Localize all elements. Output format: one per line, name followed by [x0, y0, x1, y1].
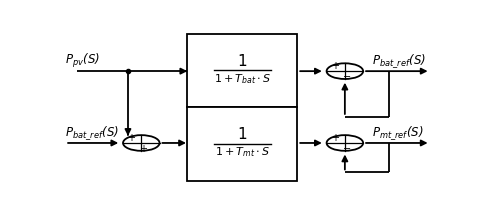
Text: −: −	[343, 144, 351, 154]
Text: +: +	[331, 132, 339, 143]
Text: +: +	[127, 132, 135, 143]
Text: −: −	[343, 72, 351, 82]
Bar	[187, 107, 298, 181]
Text: P$_{mt\_ref}$(S): P$_{mt\_ref}$(S)	[372, 124, 423, 142]
Bar	[187, 34, 298, 107]
Text: P$_{bat\_ref}$(S): P$_{bat\_ref}$(S)	[372, 53, 425, 70]
Text: $1$: $1$	[237, 53, 247, 69]
Text: +: +	[331, 61, 339, 71]
Text: P$_{bat\_ref}$(S): P$_{bat\_ref}$(S)	[65, 124, 119, 142]
Text: P$_{pv}$(S): P$_{pv}$(S)	[65, 52, 100, 70]
Text: $1+T_{bat}\cdot S$: $1+T_{bat}\cdot S$	[214, 72, 271, 86]
Text: $1+T_{mt}\cdot S$: $1+T_{mt}\cdot S$	[215, 145, 270, 159]
Text: +: +	[139, 144, 147, 154]
Text: $1$: $1$	[237, 126, 247, 142]
